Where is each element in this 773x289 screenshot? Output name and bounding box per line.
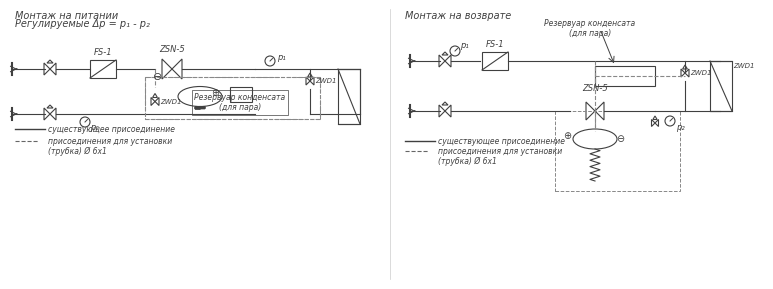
Text: ⊖: ⊖ xyxy=(616,134,624,144)
Bar xyxy=(482,52,508,70)
Text: существующее присоединение: существующее присоединение xyxy=(48,125,175,134)
Text: p₁: p₁ xyxy=(460,40,468,49)
Text: ZWD1: ZWD1 xyxy=(690,70,711,76)
Polygon shape xyxy=(681,69,685,77)
Text: присоединения для установки: присоединения для установки xyxy=(438,147,562,155)
Polygon shape xyxy=(50,108,56,120)
Polygon shape xyxy=(310,77,314,85)
Polygon shape xyxy=(442,102,448,105)
Polygon shape xyxy=(683,65,687,69)
Polygon shape xyxy=(442,52,448,55)
Bar xyxy=(230,86,252,101)
Polygon shape xyxy=(47,60,53,63)
Text: ⊕: ⊕ xyxy=(211,88,219,97)
Text: ZWD1: ZWD1 xyxy=(160,99,182,105)
Polygon shape xyxy=(445,55,451,67)
Text: FS-1: FS-1 xyxy=(94,48,112,57)
Polygon shape xyxy=(50,63,56,75)
Bar xyxy=(145,77,320,119)
Text: p₂: p₂ xyxy=(676,123,685,131)
Polygon shape xyxy=(308,73,312,77)
Ellipse shape xyxy=(178,86,222,107)
Polygon shape xyxy=(655,119,659,127)
Text: Резервуар конденсата
(для пара): Резервуар конденсата (для пара) xyxy=(544,19,635,38)
Polygon shape xyxy=(172,59,182,79)
Circle shape xyxy=(265,56,275,66)
Text: p₁: p₁ xyxy=(277,53,286,62)
Text: Регулируемые Δp = p₁ - p₂: Регулируемые Δp = p₁ - p₂ xyxy=(15,19,150,29)
Circle shape xyxy=(665,116,675,126)
Polygon shape xyxy=(44,63,50,75)
Bar xyxy=(90,60,116,78)
Text: ZSN-5: ZSN-5 xyxy=(582,84,608,93)
Text: p₂: p₂ xyxy=(90,123,99,132)
Text: ⊖: ⊖ xyxy=(153,72,162,82)
Bar xyxy=(710,61,732,111)
Polygon shape xyxy=(44,108,50,120)
Polygon shape xyxy=(155,97,159,105)
Text: Монтаж на возврате: Монтаж на возврате xyxy=(405,11,511,21)
Polygon shape xyxy=(653,116,657,119)
Text: Монтаж на питании: Монтаж на питании xyxy=(15,11,118,21)
Text: FS-1: FS-1 xyxy=(485,40,504,49)
Polygon shape xyxy=(162,59,172,79)
Text: существующее присоединение: существующее присоединение xyxy=(438,136,565,145)
Text: (трубка) Ø 6x1: (трубка) Ø 6x1 xyxy=(438,156,497,166)
Circle shape xyxy=(80,117,90,127)
Text: ZWD1: ZWD1 xyxy=(733,63,754,69)
Text: присоединения для установки: присоединения для установки xyxy=(48,136,172,145)
Polygon shape xyxy=(685,69,689,77)
Polygon shape xyxy=(595,102,604,120)
Polygon shape xyxy=(586,102,595,120)
Text: ZSN-5: ZSN-5 xyxy=(159,45,185,54)
Polygon shape xyxy=(652,119,655,127)
Polygon shape xyxy=(439,105,445,117)
Polygon shape xyxy=(439,55,445,67)
Polygon shape xyxy=(445,105,451,117)
Polygon shape xyxy=(151,97,155,105)
Polygon shape xyxy=(47,105,53,108)
Text: ⊕: ⊕ xyxy=(563,131,571,141)
Text: Резервуар конденсата
(для пара): Резервуар конденсата (для пара) xyxy=(195,92,285,112)
Bar xyxy=(595,66,655,86)
Ellipse shape xyxy=(573,129,617,149)
Bar xyxy=(338,69,360,124)
Circle shape xyxy=(450,46,460,56)
Polygon shape xyxy=(152,94,158,97)
Text: ZWD1: ZWD1 xyxy=(315,78,336,84)
Polygon shape xyxy=(306,77,310,85)
Text: (трубка) Ø 6x1: (трубка) Ø 6x1 xyxy=(48,147,107,155)
Bar xyxy=(555,111,680,191)
